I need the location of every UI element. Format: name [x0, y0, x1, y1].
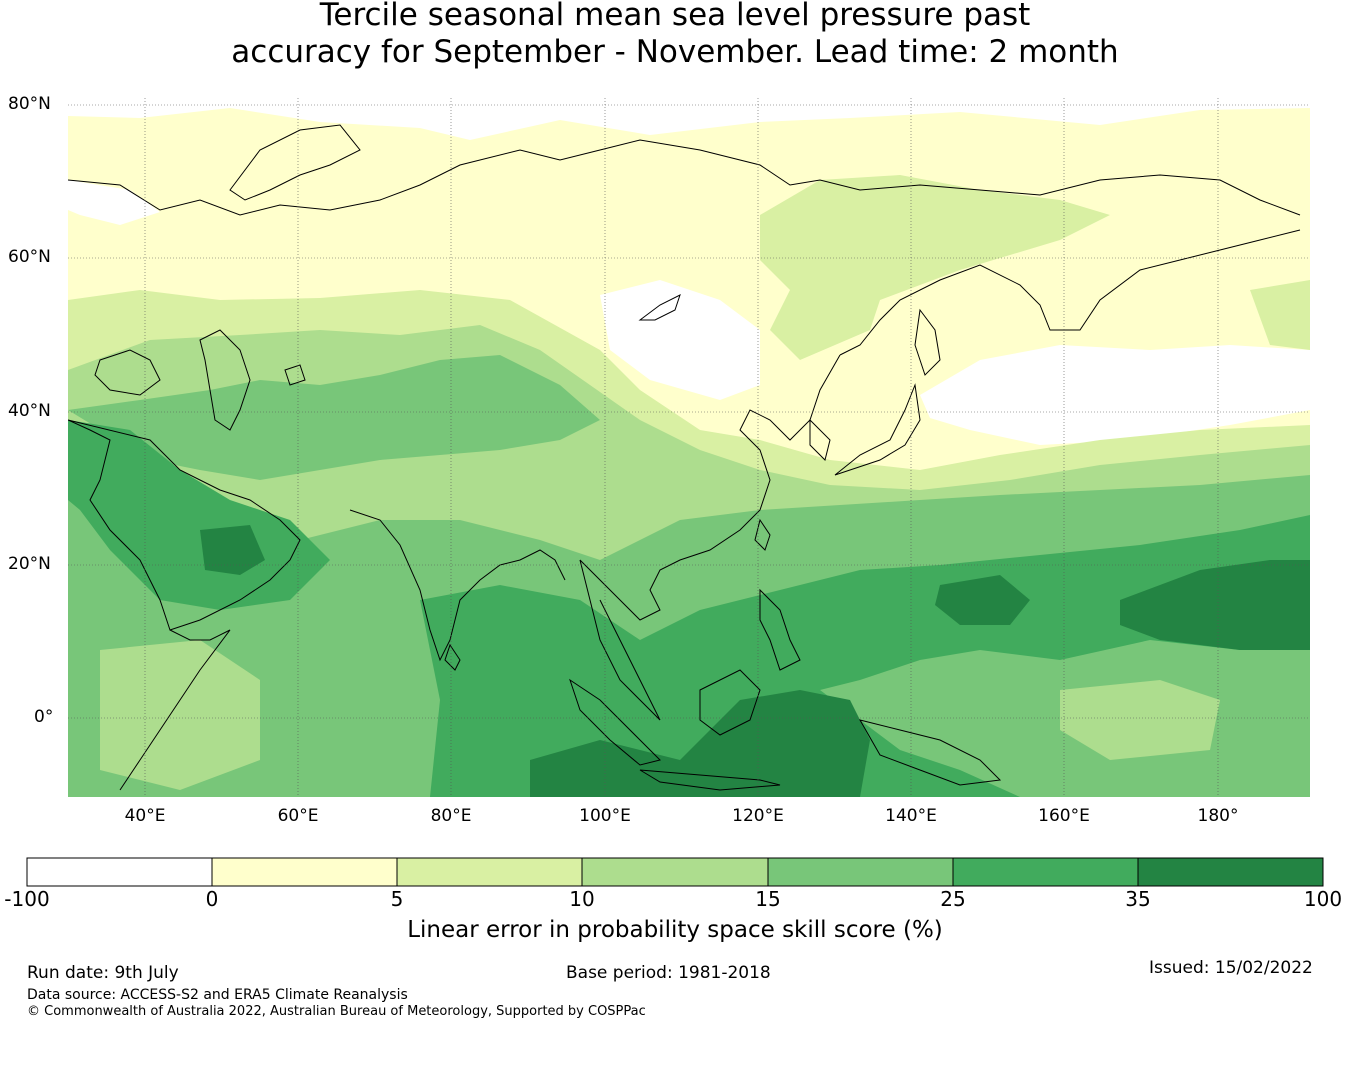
colorbar-segment	[212, 858, 397, 886]
field-15-25-central-asia	[68, 355, 600, 480]
lon-label-40e: 40°E	[124, 806, 166, 826]
colorbar-tick-label: 0	[205, 887, 219, 911]
coast-new-guinea	[858, 719, 1002, 786]
coast-east-africa	[119, 629, 231, 791]
map-title-line-2: accuracy for September - November. Lead …	[231, 34, 1119, 70]
coast-arctic	[68, 139, 1301, 216]
lat-label-60n: 60°N	[8, 247, 51, 267]
field-10-15-indian-ocean	[100, 640, 260, 790]
colorbar-title: Linear error in probability space skill …	[407, 917, 943, 943]
lon-label-120e: 120°E	[732, 806, 784, 826]
map-field	[68, 98, 1310, 797]
coast-caspian	[199, 329, 251, 431]
coast-east-asia	[579, 354, 841, 621]
coast-taiwan	[754, 518, 771, 551]
field-35-100-arabia	[200, 525, 265, 575]
coast-india	[349, 509, 566, 662]
colorbar-segment	[1138, 858, 1323, 886]
coast-okhotsk	[839, 229, 1301, 356]
field-35-100-central-pacific	[1120, 560, 1310, 650]
issued-date: Issued: 15/02/2022	[1149, 958, 1313, 978]
lon-label-80e: 80°E	[430, 806, 472, 826]
lat-label-equator: 0°	[34, 707, 54, 727]
field-25-35-arabia	[68, 420, 330, 610]
coast-sakhalin	[914, 308, 941, 376]
field-5-10-siberia	[760, 175, 1110, 360]
coast-aral	[284, 364, 306, 386]
coast-lake-baikal	[638, 294, 681, 321]
lat-label-40n: 40°N	[8, 401, 51, 421]
coast-arabia	[68, 419, 301, 631]
field-10-15-pacific	[1060, 680, 1220, 760]
run-date: Run date: 9th July	[27, 963, 179, 983]
coast-black-sea	[94, 349, 161, 396]
data-source: Data source: ACCESS-S2 and ERA5 Climate …	[27, 987, 408, 1003]
field-35-100-philippine-sea	[935, 575, 1030, 625]
base-period: Base period: 1981-2018	[566, 963, 771, 983]
lon-label-100e: 100°E	[579, 806, 631, 826]
colorbar-outline	[26, 857, 1324, 887]
colorbar-tick-label: 35	[1125, 887, 1151, 911]
coastlines	[68, 124, 1301, 791]
colorbar-segment	[582, 858, 768, 886]
field-35-100-indonesia	[530, 690, 870, 797]
field-negative-baikal	[600, 280, 760, 400]
colorbar	[26, 857, 1324, 887]
coast-sumatra	[569, 678, 661, 766]
coast-java	[639, 769, 781, 791]
field-negative-north	[68, 98, 1310, 140]
lat-label-80n: 80°N	[8, 94, 51, 114]
colorbar-segment	[27, 858, 212, 886]
coast-sri-lanka	[444, 643, 461, 671]
field-negative-nw	[68, 180, 160, 225]
coast-borneo	[699, 669, 761, 736]
coast-japan	[834, 383, 921, 476]
copyright: © Commonwealth of Australia 2022, Austra…	[27, 1004, 646, 1019]
coast-malay	[579, 559, 661, 721]
lon-label-60e: 60°E	[277, 806, 319, 826]
field-25-35-ocean	[420, 515, 1310, 797]
colorbar-tick-label: -100	[4, 887, 50, 911]
field-negative-japan	[920, 345, 1310, 445]
graticule	[68, 98, 1310, 797]
colorbar-tick-label: 25	[940, 887, 966, 911]
field-5-10-east	[1250, 280, 1310, 350]
coast-philippines	[759, 588, 801, 671]
coast-novaya-zemlya	[229, 124, 361, 201]
colorbar-segment	[953, 858, 1138, 886]
map-title-line-1: Tercile seasonal mean sea level pressure…	[319, 0, 1031, 33]
lat-label-20n: 20°N	[8, 554, 51, 574]
lon-label-140e: 140°E	[885, 806, 937, 826]
colorbar-tick-label: 5	[390, 887, 404, 911]
coast-korea	[809, 418, 831, 461]
colorbar-tick-label: 10	[569, 887, 595, 911]
lon-label-180: 180°	[1197, 806, 1239, 826]
colorbar-tick-label: 100	[1303, 887, 1343, 911]
lon-label-160e: 160°E	[1038, 806, 1090, 826]
colorbar-tick-label: 15	[755, 887, 781, 911]
colorbar-segment	[768, 858, 953, 886]
colorbar-segment	[397, 858, 582, 886]
